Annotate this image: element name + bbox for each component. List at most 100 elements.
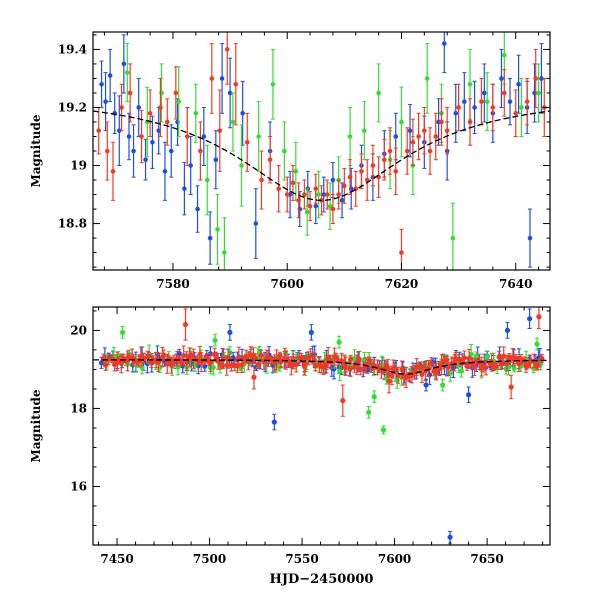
data-point xyxy=(110,169,116,174)
data-point xyxy=(482,90,487,96)
data-point xyxy=(342,183,347,189)
data-point xyxy=(508,384,514,390)
data-point xyxy=(447,370,453,376)
data-point xyxy=(533,76,539,81)
data-point xyxy=(109,356,115,362)
data-point xyxy=(527,316,533,322)
data-point xyxy=(366,358,373,364)
data-point xyxy=(348,356,354,362)
data-point xyxy=(468,351,474,357)
data-point xyxy=(118,360,124,366)
data-point xyxy=(453,110,459,116)
data-point xyxy=(358,366,364,372)
y-tick-label: 18 xyxy=(70,401,87,415)
data-point xyxy=(411,369,418,375)
data-point xyxy=(302,361,309,367)
data-point xyxy=(433,134,439,139)
data-point xyxy=(313,203,319,209)
data-point xyxy=(224,362,230,369)
data-point xyxy=(182,321,189,328)
x-tick-label: 7600 xyxy=(378,552,411,566)
data-point xyxy=(284,192,290,197)
data-point xyxy=(527,235,533,241)
data-point xyxy=(277,352,283,359)
data-point xyxy=(458,368,464,374)
data-point xyxy=(224,47,230,52)
data-point xyxy=(472,359,479,365)
data-point xyxy=(188,352,194,358)
series-0 xyxy=(99,32,544,268)
data-point xyxy=(182,186,187,192)
data-point xyxy=(176,350,182,357)
y-tick-label: 19 xyxy=(70,159,87,173)
data-point xyxy=(146,353,152,359)
x-tick-label: 7600 xyxy=(271,277,304,291)
data-point xyxy=(276,186,281,192)
data-point xyxy=(472,105,477,110)
y-tick-label: 18.8 xyxy=(58,217,87,231)
data-point xyxy=(222,250,227,255)
data-point xyxy=(447,534,453,540)
data-point xyxy=(313,186,319,192)
data-point xyxy=(504,360,510,366)
data-point xyxy=(423,382,429,388)
data-point xyxy=(168,148,174,154)
data-point xyxy=(444,128,450,133)
x-tick-label: 7450 xyxy=(100,552,133,566)
data-point xyxy=(339,198,345,203)
top-data-points xyxy=(96,32,547,270)
data-point xyxy=(407,128,413,133)
data-point xyxy=(356,356,362,362)
data-point xyxy=(516,81,521,87)
data-point xyxy=(270,81,276,87)
data-point xyxy=(201,134,207,139)
data-point xyxy=(422,128,427,133)
data-point xyxy=(219,76,225,81)
data-point xyxy=(392,365,398,372)
top-axis-ticks: 7580 7600 7620 7640 18.8 19 19.2 19.4 xyxy=(58,32,550,291)
bottom-y-axis-label: Magnitude xyxy=(29,389,43,462)
data-point xyxy=(267,157,273,163)
data-point xyxy=(175,364,181,370)
data-point xyxy=(484,354,490,360)
bottom-x-axis-label: HJD−2450000 xyxy=(270,572,374,587)
data-point xyxy=(304,209,310,215)
data-point xyxy=(121,61,127,67)
data-point xyxy=(271,419,277,425)
data-point xyxy=(308,353,314,359)
data-point xyxy=(380,427,387,433)
data-point xyxy=(324,192,330,197)
data-point xyxy=(230,119,236,125)
data-point xyxy=(450,235,456,241)
data-point xyxy=(227,329,233,335)
data-point xyxy=(245,358,251,364)
data-point xyxy=(308,329,314,335)
data-point xyxy=(473,353,479,359)
data-point xyxy=(471,364,478,370)
data-point xyxy=(256,134,261,139)
data-point xyxy=(330,206,336,212)
data-point xyxy=(316,192,321,197)
data-point xyxy=(347,134,353,139)
data-point xyxy=(233,81,239,87)
data-point xyxy=(440,382,446,388)
data-point xyxy=(340,398,346,404)
data-point xyxy=(467,119,473,125)
data-point xyxy=(387,148,393,154)
data-point xyxy=(376,90,381,96)
data-point xyxy=(484,99,490,104)
data-point xyxy=(202,363,208,369)
data-point xyxy=(259,177,264,183)
x-tick-label: 7500 xyxy=(193,552,226,566)
data-point xyxy=(217,128,223,133)
data-point xyxy=(394,377,400,384)
data-point xyxy=(103,99,108,104)
data-point xyxy=(178,359,184,365)
data-point xyxy=(210,364,216,371)
data-point xyxy=(519,105,524,110)
data-point xyxy=(428,360,434,366)
data-point xyxy=(139,134,144,139)
y-tick-label: 19.4 xyxy=(58,42,87,56)
